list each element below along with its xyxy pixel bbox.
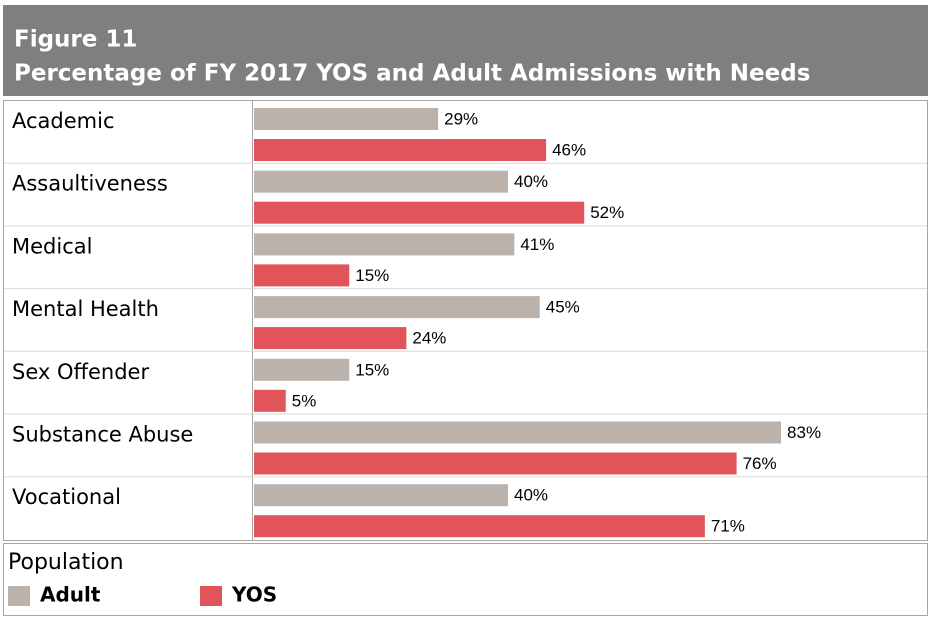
bar (254, 327, 407, 350)
chart-title: Figure 11 (14, 27, 137, 53)
bar (254, 108, 439, 130)
value-label: 40% (514, 486, 548, 505)
legend-swatch (8, 586, 30, 606)
bar (254, 421, 782, 444)
header-band (3, 5, 928, 96)
value-label: 71% (711, 517, 745, 536)
value-label: 15% (355, 266, 389, 285)
value-label: 29% (444, 109, 478, 128)
bar (254, 201, 585, 224)
category-label: Mental Health (12, 297, 159, 321)
legend-label: YOS (231, 583, 277, 607)
plot-frame (3, 100, 928, 541)
category-label: Sex Offender (12, 360, 149, 384)
legend-title: Population (8, 550, 124, 575)
value-label: 5% (292, 391, 317, 410)
legend-swatch (200, 586, 222, 606)
category-label: Medical (12, 234, 92, 258)
category-label: Assaultiveness (12, 172, 168, 196)
category-label: Substance Abuse (12, 423, 193, 447)
bar (254, 264, 350, 287)
value-label: 15% (355, 360, 389, 379)
chart-subtitle: Percentage of FY 2017 YOS and Adult Admi… (14, 61, 810, 87)
value-label: 52% (590, 203, 624, 222)
legend-label: Adult (40, 583, 101, 607)
bar (254, 233, 515, 256)
bar (254, 389, 286, 412)
value-label: 24% (412, 329, 446, 348)
value-label: 41% (520, 235, 554, 254)
value-label: 45% (546, 298, 580, 317)
bar (254, 358, 350, 381)
bar (254, 484, 508, 507)
category-label: Academic (12, 109, 115, 133)
value-label: 83% (787, 423, 821, 442)
bar (254, 170, 508, 193)
bar (254, 452, 737, 475)
bar (254, 515, 705, 538)
category-label: Vocational (12, 485, 121, 509)
value-label: 40% (514, 172, 548, 191)
bar (254, 296, 540, 319)
legend-frame (3, 543, 928, 616)
value-label: 76% (743, 454, 777, 473)
bar (254, 139, 547, 161)
value-label: 46% (552, 140, 586, 159)
